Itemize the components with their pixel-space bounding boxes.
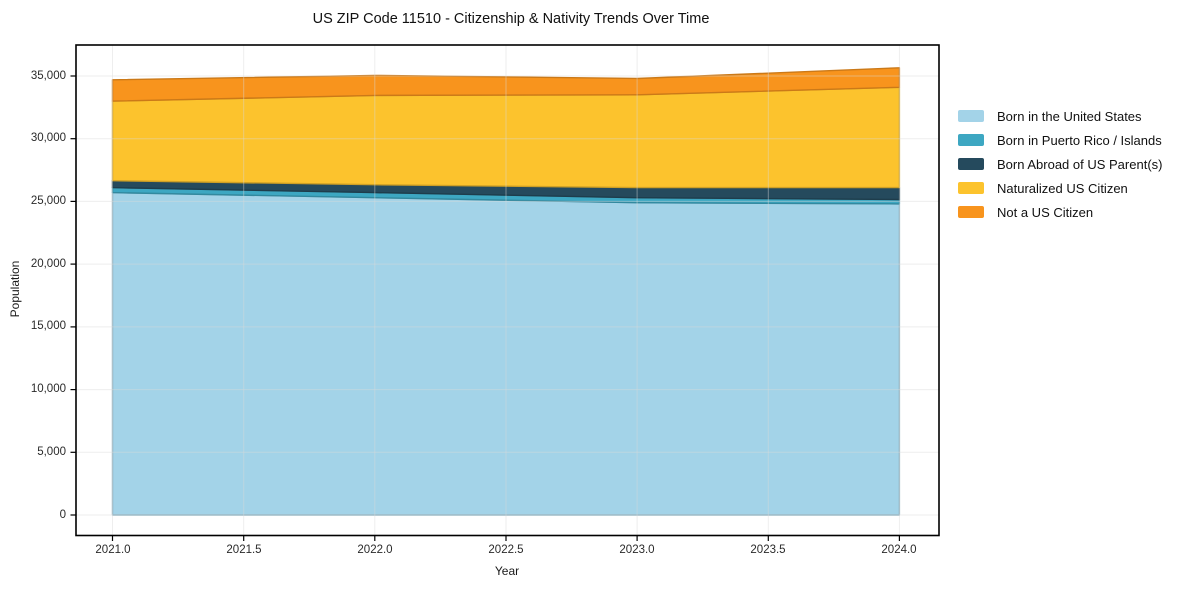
x-tick-label: 2024.0 [881, 544, 917, 556]
legend-swatch [958, 134, 984, 146]
x-tick-label: 2022.0 [357, 544, 393, 556]
legend-swatch [958, 182, 984, 194]
legend: Born in the United States Born in Puerto … [958, 104, 1162, 224]
legend-item-born-abroad-of-us-parent-s: Born Abroad of US Parent(s) [958, 152, 1162, 176]
legend-label: Born Abroad of US Parent(s) [997, 156, 1163, 172]
area-not-a-us-citizen [111, 67, 901, 102]
x-tick-label: 2023.5 [750, 544, 786, 556]
y-tick-label: 10,000 [30, 383, 66, 395]
legend-item-not-a-us-citizen: Not a US Citizen [958, 200, 1162, 224]
legend-swatch [958, 158, 984, 170]
x-tick-label: 2021.0 [95, 544, 131, 556]
y-tick-label: 5,000 [37, 446, 66, 458]
plot-border [75, 44, 940, 537]
y-tick-label: 25,000 [30, 195, 66, 207]
y-tick-label: 15,000 [30, 320, 66, 332]
y-tick-label: 35,000 [30, 70, 66, 82]
x-axis-label: Year [494, 564, 520, 578]
legend-label: Not a US Citizen [997, 204, 1094, 220]
legend-swatch [958, 206, 984, 218]
x-tick-label: 2022.5 [488, 544, 524, 556]
legend-item-naturalized-us-citizen: Naturalized US Citizen [958, 176, 1162, 200]
legend-item-born-in-the-united-states: Born in the United States [958, 104, 1162, 128]
legend-swatch [958, 110, 984, 122]
x-tick-label: 2023.0 [619, 544, 655, 556]
legend-item-born-in-puerto-rico-islands: Born in Puerto Rico / Islands [958, 128, 1162, 152]
x-tick-label: 2021.5 [226, 544, 262, 556]
y-tick-label: 0 [59, 509, 66, 521]
legend-label: Born in the United States [997, 108, 1142, 124]
legend-label: Naturalized US Citizen [997, 180, 1128, 196]
legend-label: Born in Puerto Rico / Islands [997, 132, 1162, 148]
y-tick-label: 20,000 [30, 258, 66, 270]
chart-title: US ZIP Code 11510 - Citizenship & Nativi… [312, 11, 710, 27]
y-tick-label: 30,000 [30, 132, 66, 144]
